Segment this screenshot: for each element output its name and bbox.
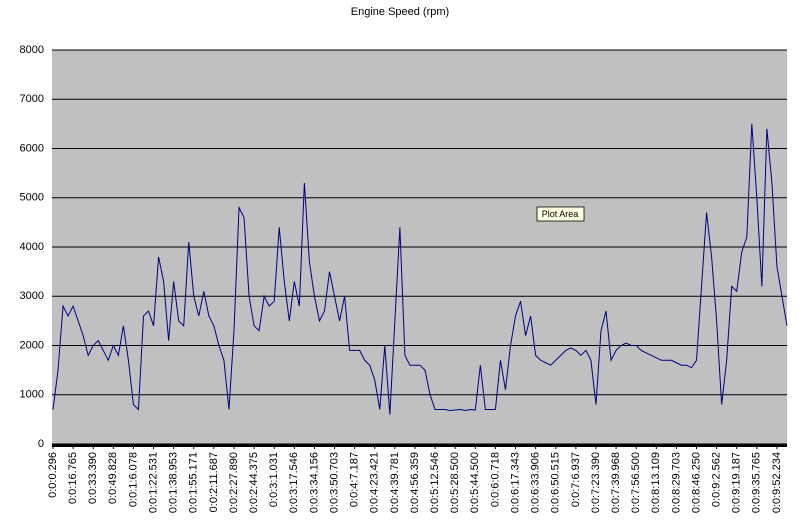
x-tick-label: 0:0:3:17.546 [288, 452, 300, 513]
y-tick-label: 2000 [20, 339, 44, 351]
y-tick-label: 0 [38, 438, 44, 450]
y-tick-label: 8000 [20, 44, 44, 56]
x-tick-label: 0:0:3:50.703 [328, 452, 340, 513]
tooltip-box [536, 206, 585, 222]
y-tick-label: 4000 [20, 241, 44, 253]
x-tick-label: 0:0:1:55.171 [188, 452, 200, 513]
x-tick-label: 0:0:7:6.937 [570, 452, 582, 507]
x-tick-label: 0:0:8:13.109 [650, 452, 662, 513]
x-tick-label: 0:0:2:44.375 [248, 452, 260, 513]
x-tick-label: 0:0:33.390 [87, 452, 99, 504]
x-tick-label: 0:0:9:19.187 [731, 452, 743, 513]
tooltip: Plot Area [542, 209, 579, 219]
x-axis [52, 444, 787, 447]
x-tick-label: 0:0:8:46.250 [690, 452, 702, 513]
line-series [52, 123, 788, 415]
x-tick-label: 0:0:9:52.234 [771, 452, 783, 513]
x-tick-label: 0:0:6:17.343 [509, 452, 521, 513]
x-tick-label: 0:0:7:23.390 [590, 452, 602, 513]
y-tick-label: 5000 [20, 192, 44, 204]
x-tick-label: 0:0:4:23.421 [369, 452, 381, 513]
y-tick-label: 1000 [20, 389, 44, 401]
chart-title: Engine Speed (rpm) [351, 6, 449, 18]
x-tick-label: 0:0:49.828 [107, 452, 119, 504]
x-tick-label: 0:0:0.296 [47, 452, 59, 498]
x-tick-label: 0:0:7:56.500 [630, 452, 642, 513]
x-tick-label: 0:0:3:1.031 [268, 452, 280, 507]
x-tick-label: 0:0:1:6.078 [127, 452, 139, 507]
x-tick-label: 0:0:5:28.500 [449, 452, 461, 513]
x-tick-label: 0:0:4:56.359 [409, 452, 421, 513]
x-tick-label: 0:0:6:33.906 [530, 452, 542, 513]
x-tick-label: 0:0:1:38.953 [168, 452, 180, 513]
x-tick-label: 0:0:1:22.531 [147, 452, 159, 513]
x-tick-label: 0:0:2:27.890 [228, 452, 240, 513]
x-tick-label: 0:0:9:35.765 [751, 452, 763, 513]
x-tick-label: 0:0:4:7.187 [349, 452, 361, 507]
x-tick-label: 0:0:16.765 [67, 452, 79, 504]
y-tick-label: 3000 [20, 290, 44, 302]
x-tick-label: 0:0:2:11.687 [208, 452, 220, 512]
x-tick-label: 0:0:5:12.546 [429, 452, 441, 513]
x-tick-label: 0:0:4:39.781 [389, 452, 401, 513]
x-tick-label: 0:0:6:0.718 [489, 452, 501, 507]
x-tick-label: 0:0:5:44.500 [469, 452, 481, 513]
x-tick-label: 0:0:3:34.156 [308, 452, 320, 513]
y-tick-label: 7000 [20, 93, 44, 105]
x-tick-label: 0:0:9:2.562 [711, 452, 723, 507]
x-tick-label: 0:0:7:39.968 [610, 452, 622, 513]
y-tick-label: 6000 [20, 142, 44, 154]
x-tick-label: 0:0:6:50.515 [550, 452, 562, 513]
x-tick-label: 0:0:8:29.703 [670, 452, 682, 513]
